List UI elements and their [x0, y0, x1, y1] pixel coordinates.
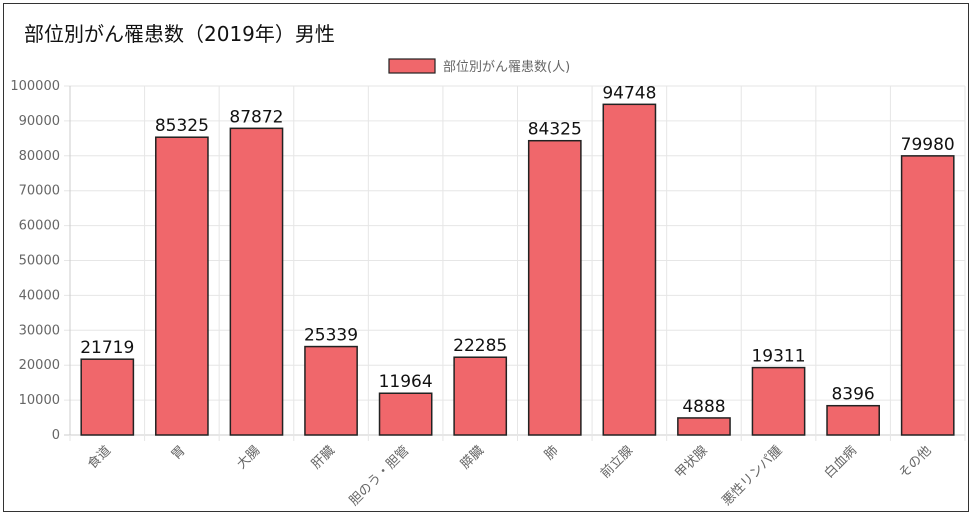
y-tick-label: 80000 — [19, 149, 60, 164]
data-label: 85325 — [155, 116, 209, 136]
legend-swatch[interactable] — [388, 58, 436, 74]
x-tick-label: 悪性リンパ腫 — [719, 443, 785, 509]
bar[interactable] — [453, 356, 508, 436]
x-tick-label: 肝臓 — [309, 443, 338, 472]
bar[interactable] — [155, 136, 209, 436]
y-tick-label: 10000 — [19, 393, 60, 408]
x-tick-label: 前立腺 — [597, 443, 636, 482]
x-tick-label: 肺 — [542, 443, 562, 463]
x-tick-label: 膵臓 — [458, 443, 487, 472]
data-label: 94748 — [602, 83, 656, 103]
data-label: 22285 — [453, 336, 507, 356]
chart-title: 部位別がん罹患数（2019年）男性 — [24, 22, 335, 46]
gridlines — [64, 85, 966, 441]
x-tick-label: 食道 — [84, 443, 114, 473]
data-label: 84325 — [528, 120, 582, 140]
y-tick-label: 40000 — [19, 288, 60, 303]
y-tick-label: 60000 — [19, 219, 60, 234]
bar[interactable] — [677, 417, 731, 436]
data-label: 87872 — [229, 107, 283, 127]
bar[interactable] — [378, 392, 433, 436]
bar[interactable] — [527, 139, 582, 436]
y-tick-label: 50000 — [19, 254, 60, 269]
x-tick-label: 甲状腺 — [673, 443, 711, 481]
legend-label[interactable]: 部位別がん罹患数(人) — [443, 60, 570, 75]
y-tick-label: 100000 — [10, 79, 60, 94]
x-tick-label: 大腸 — [234, 443, 263, 472]
data-label: 4888 — [682, 397, 725, 417]
y-tick-label: 70000 — [19, 184, 60, 199]
bar[interactable] — [826, 404, 880, 436]
x-tick-label: 胆のう・胆管 — [347, 443, 413, 509]
bar[interactable] — [80, 358, 135, 436]
data-label: 25339 — [304, 326, 358, 346]
bar[interactable] — [751, 366, 806, 436]
bar[interactable] — [900, 155, 955, 436]
y-tick-label: 90000 — [19, 114, 60, 129]
data-label: 8396 — [831, 385, 874, 405]
data-label: 11964 — [379, 372, 433, 392]
bars: 21719 85325 87872 25339 11964 22285 84325 94748… — [80, 83, 955, 436]
bar[interactable] — [602, 103, 657, 436]
legend[interactable]: 部位別がん罹患数(人) — [388, 58, 570, 75]
data-label: 19311 — [751, 347, 805, 367]
x-axis: 食道 胃 大腸 肝臓 胆のう・胆管 膵臓 肺 前立腺 甲状腺 悪性リンパ腫 白血病 その他 — [84, 443, 934, 509]
y-tick-label: 0 — [52, 428, 60, 443]
bar[interactable] — [229, 127, 284, 436]
bar[interactable] — [304, 345, 358, 436]
y-tick-label: 30000 — [19, 323, 60, 338]
x-tick-label: 白血病 — [821, 443, 860, 482]
y-tick-label: 20000 — [19, 358, 60, 373]
x-tick-label: その他 — [896, 443, 934, 481]
x-tick-label: 胃 — [169, 443, 189, 463]
y-axis: 0 10000 20000 30000 40000 50000 60000 70000 8000… — [10, 79, 60, 443]
data-label: 79980 — [901, 135, 955, 155]
data-label: 21719 — [80, 338, 134, 358]
